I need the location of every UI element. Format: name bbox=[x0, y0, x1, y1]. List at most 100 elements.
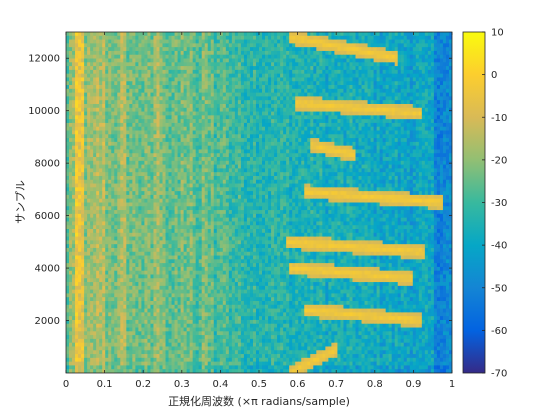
heatmap-cell bbox=[331, 62, 335, 67]
heatmap-cell bbox=[114, 58, 118, 63]
heatmap-cell bbox=[361, 81, 365, 86]
heatmap-cell bbox=[331, 69, 335, 75]
heatmap-cell bbox=[394, 88, 399, 94]
heatmap-cell bbox=[292, 66, 296, 71]
heatmap-cell bbox=[448, 157, 452, 162]
heatmap-cell bbox=[135, 32, 139, 37]
heatmap-cell bbox=[165, 153, 169, 158]
heatmap-cell bbox=[66, 153, 70, 158]
heatmap-cell bbox=[198, 175, 203, 181]
heatmap-cell bbox=[105, 164, 109, 169]
heatmap-cell bbox=[388, 107, 393, 112]
heatmap-cell bbox=[198, 43, 203, 48]
heatmap-cell bbox=[406, 43, 411, 48]
heatmap-cell bbox=[126, 88, 130, 94]
heatmap-cell bbox=[349, 58, 353, 63]
heatmap-cell bbox=[298, 69, 302, 75]
heatmap-cell bbox=[346, 130, 350, 135]
heatmap-cell bbox=[189, 153, 194, 158]
heatmap-cell bbox=[418, 62, 423, 67]
heatmap-cell bbox=[415, 100, 420, 105]
heatmap-cell bbox=[183, 100, 188, 105]
heatmap-cell bbox=[331, 138, 335, 143]
heatmap-cell bbox=[382, 115, 387, 120]
heatmap-cell bbox=[313, 32, 317, 37]
heatmap-cell bbox=[445, 172, 450, 177]
heatmap-cell bbox=[108, 32, 112, 37]
heatmap-cell bbox=[424, 153, 429, 158]
heatmap-cell bbox=[195, 39, 200, 44]
heatmap-cell bbox=[201, 164, 206, 169]
heatmap-cell bbox=[346, 66, 350, 71]
heatmap-cell bbox=[192, 85, 197, 90]
heatmap-cell bbox=[81, 107, 85, 112]
heatmap-cell bbox=[280, 96, 284, 101]
heatmap-cell bbox=[237, 134, 242, 139]
heatmap-cell bbox=[216, 92, 221, 97]
heatmap-cell bbox=[234, 172, 239, 177]
heatmap-cell bbox=[433, 107, 438, 112]
heatmap-cell bbox=[301, 145, 305, 150]
heatmap-cell bbox=[96, 100, 100, 105]
heatmap-cell bbox=[310, 100, 314, 105]
heatmap-cell bbox=[90, 138, 94, 143]
heatmap-cell bbox=[216, 100, 221, 105]
heatmap-cell bbox=[90, 58, 94, 63]
heatmap-cell bbox=[252, 107, 257, 112]
heatmap-cell bbox=[352, 58, 356, 63]
heatmap-cell bbox=[349, 85, 353, 90]
heatmap-cell bbox=[180, 85, 185, 90]
heatmap-cell bbox=[424, 62, 429, 67]
heatmap-cell bbox=[262, 164, 266, 169]
heatmap-cell bbox=[418, 47, 423, 52]
heatmap-cell bbox=[240, 164, 245, 169]
heatmap-cell bbox=[304, 103, 308, 109]
heatmap-cell bbox=[289, 153, 293, 158]
heatmap-cell bbox=[358, 153, 362, 158]
heatmap-cell bbox=[165, 149, 169, 154]
heatmap-cell bbox=[271, 58, 275, 63]
heatmap-cell bbox=[210, 134, 215, 139]
heatmap-cell bbox=[168, 164, 172, 169]
heatmap-cell bbox=[430, 100, 435, 105]
heatmap-cell bbox=[102, 168, 106, 173]
heatmap-cell bbox=[436, 96, 441, 101]
heatmap-cell bbox=[81, 58, 85, 63]
heatmap-cell bbox=[367, 35, 371, 40]
heatmap-cell bbox=[141, 122, 145, 128]
heatmap-cell bbox=[162, 35, 166, 40]
heatmap-cell bbox=[99, 50, 103, 56]
heatmap-cell bbox=[352, 141, 356, 147]
heatmap-cell bbox=[219, 73, 224, 78]
heatmap-cell bbox=[243, 69, 248, 75]
heatmap-cell bbox=[367, 130, 371, 135]
heatmap-cell bbox=[382, 111, 387, 116]
heatmap-cell bbox=[204, 157, 209, 162]
heatmap-cell bbox=[337, 35, 341, 40]
heatmap-cell bbox=[66, 111, 70, 116]
heatmap-cell bbox=[99, 88, 103, 94]
heatmap-cell bbox=[249, 58, 254, 63]
heatmap-cell bbox=[346, 50, 350, 56]
heatmap-cell bbox=[280, 85, 284, 90]
heatmap-cell bbox=[240, 47, 245, 52]
heatmap-cell bbox=[201, 32, 206, 37]
heatmap-cell bbox=[304, 168, 308, 173]
heatmap-cell bbox=[280, 126, 284, 131]
heatmap-cell bbox=[304, 160, 308, 166]
heatmap-cell bbox=[367, 122, 371, 128]
heatmap-cell bbox=[120, 153, 124, 158]
heatmap-cell bbox=[283, 138, 287, 143]
heatmap-cell bbox=[286, 153, 290, 158]
heatmap-cell bbox=[69, 149, 73, 154]
heatmap-cell bbox=[75, 145, 79, 150]
heatmap-cell bbox=[427, 160, 432, 166]
heatmap-cell bbox=[138, 43, 142, 48]
heatmap-cell bbox=[129, 39, 133, 44]
heatmap-cell bbox=[177, 100, 181, 105]
heatmap-cell bbox=[424, 66, 429, 71]
heatmap-cell bbox=[334, 88, 338, 94]
heatmap-cell bbox=[102, 32, 106, 37]
heatmap-cell bbox=[102, 47, 106, 52]
heatmap-cell bbox=[255, 69, 260, 75]
